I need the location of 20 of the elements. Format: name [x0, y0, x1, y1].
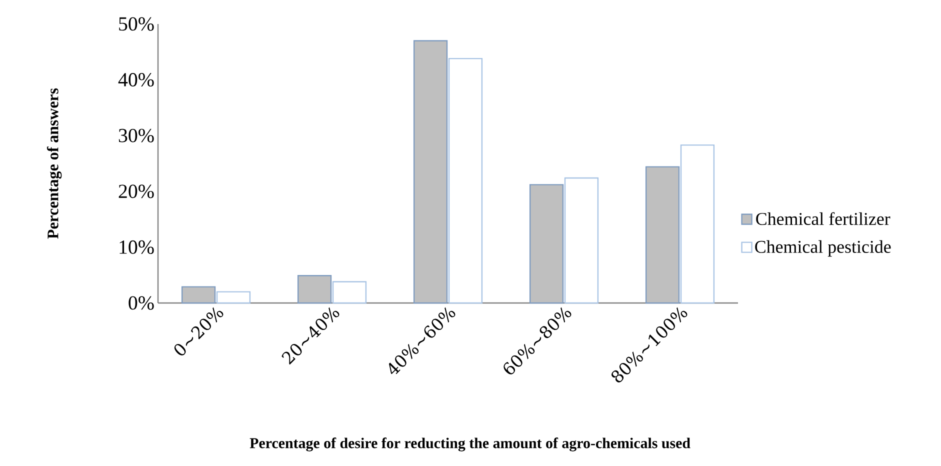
y-tick-label: 20% [118, 184, 154, 198]
bar [529, 184, 564, 304]
bar [297, 275, 332, 304]
bar [216, 291, 251, 304]
y-axis-title: Percentage of answers [46, 88, 62, 239]
y-tick-label: 40% [118, 73, 154, 87]
bar [332, 281, 367, 304]
bar [645, 166, 680, 304]
bar [680, 144, 715, 304]
y-tick-label: 30% [118, 128, 154, 142]
y-tick-label: 10% [120, 240, 154, 254]
bar [564, 177, 599, 304]
y-tick-label: 0% [128, 296, 154, 310]
x-axis-title: Percentage of desire for reducting the amount of agro-chemicals used [250, 438, 690, 452]
bar [181, 286, 216, 304]
y-tick-label: 50% [119, 17, 154, 31]
bar [448, 58, 483, 304]
bar [413, 40, 448, 304]
legend-label: Chemical fertilizer [756, 212, 890, 226]
legend-label: Chemical pesticide [755, 240, 891, 257]
